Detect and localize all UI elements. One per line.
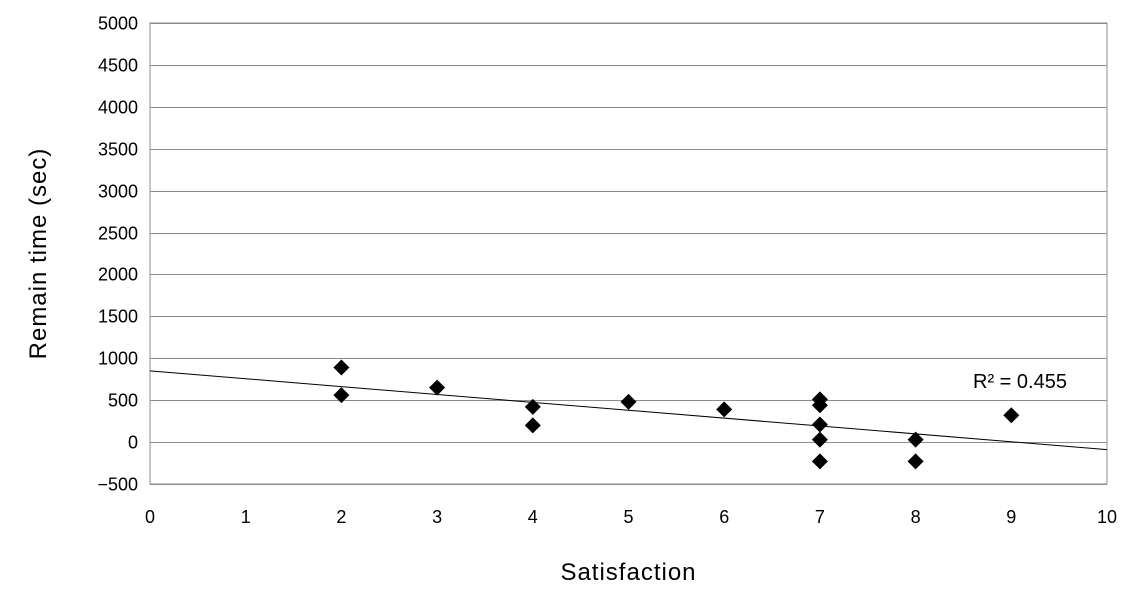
data-point: [811, 431, 828, 448]
y-axis-title: Remain time (sec): [25, 148, 52, 360]
data-point: [524, 398, 541, 415]
x-axis-title: Satisfaction: [560, 559, 696, 586]
x-tick-label: 5: [623, 507, 633, 527]
y-tick-label: 500: [108, 391, 138, 411]
data-point: [333, 387, 350, 404]
trendline: [149, 370, 1108, 451]
data-points: [333, 359, 1020, 470]
x-tick-label: 0: [145, 507, 155, 527]
trendline-layer: [149, 370, 1108, 451]
y-tick-label: 2000: [98, 265, 138, 285]
x-tick-label: 1: [241, 507, 251, 527]
grid-lines: [150, 23, 1107, 485]
data-point: [907, 431, 924, 448]
data-point: [716, 401, 733, 418]
y-tick-label: 5000: [98, 14, 138, 34]
data-point: [333, 359, 350, 376]
x-tick-label: 7: [815, 507, 825, 527]
y-tick-label: 4500: [98, 56, 138, 76]
plot-area: [149, 22, 1108, 485]
x-tick-label: 6: [719, 507, 729, 527]
x-tick-label: 2: [336, 507, 346, 527]
x-tick-label: 9: [1006, 507, 1016, 527]
y-axis-ticks: −500 0 500 1000 1500 2000 2500 3000 3500 4000 4500…: [97, 14, 138, 495]
y-tick-label: 0: [128, 433, 138, 453]
data-point: [620, 393, 637, 410]
x-tick-label: 4: [528, 507, 538, 527]
data-point: [811, 453, 828, 470]
data-point: [429, 379, 446, 396]
data-point: [907, 453, 924, 470]
y-tick-label: 2500: [98, 224, 138, 244]
y-tick-label: 1000: [98, 349, 138, 369]
y-tick-label: 1500: [98, 307, 138, 327]
y-tick-label: 3500: [98, 140, 138, 160]
y-tick-label: 3000: [98, 182, 138, 202]
data-point: [1003, 407, 1020, 424]
data-point: [524, 417, 541, 434]
plot-frame: [149, 22, 1108, 485]
y-tick-label: −500: [97, 475, 138, 495]
y-tick-label: 4000: [98, 98, 138, 118]
x-tick-label: 3: [432, 507, 442, 527]
x-tick-label: 8: [911, 507, 921, 527]
x-tick-label: 10: [1097, 507, 1117, 527]
data-point: [811, 416, 828, 433]
x-axis-ticks: 0 1 2 3 4 5 6 7 8 9 10: [145, 507, 1117, 527]
data-point: [811, 397, 828, 414]
r-squared-label: R² = 0.455: [973, 371, 1067, 393]
